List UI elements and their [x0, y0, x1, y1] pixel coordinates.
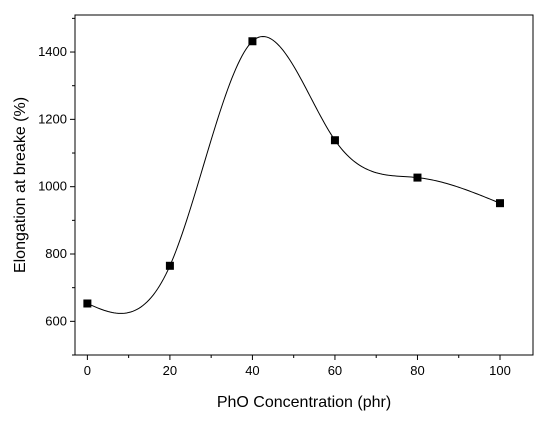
data-point-marker [330, 136, 339, 145]
y-tick-label: 600 [45, 313, 67, 328]
data-point-marker [165, 261, 174, 270]
y-tick-label: 1200 [38, 111, 67, 126]
x-tick-label: 80 [410, 363, 424, 378]
x-axis-ticks: 0 20 40 60 80 100 [84, 355, 511, 378]
series-markers [83, 37, 504, 308]
y-axis-ticks: 600 800 1000 1200 1400 [38, 17, 75, 356]
x-tick-label: 0 [84, 363, 91, 378]
data-point-marker [495, 199, 504, 208]
series-curve [87, 35, 501, 314]
x-tick-label: 40 [245, 363, 259, 378]
y-tick-label: 1000 [38, 179, 67, 194]
x-tick-label: 20 [163, 363, 177, 378]
x-tick-label: 100 [489, 363, 511, 378]
data-point-marker [413, 173, 422, 182]
data-point-marker [248, 37, 257, 46]
y-axis-title: Elongation at breake (%) [12, 97, 29, 273]
y-tick-label: 800 [45, 246, 67, 261]
y-tick-label: 1400 [38, 44, 67, 59]
data-point-marker [83, 299, 92, 308]
x-axis-title: PhO Concentration (phr) [217, 394, 391, 411]
plot-frame [74, 14, 534, 356]
x-tick-label: 60 [328, 363, 342, 378]
